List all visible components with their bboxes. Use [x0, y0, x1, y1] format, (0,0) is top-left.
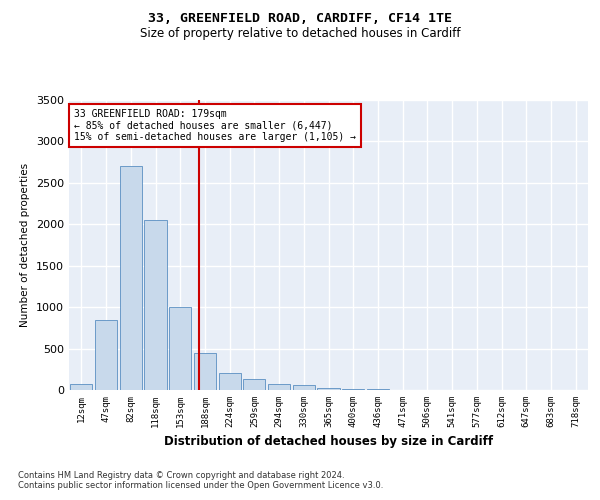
Text: Size of property relative to detached houses in Cardiff: Size of property relative to detached ho…	[140, 28, 460, 40]
Bar	[342, 389, 364, 390]
Bar	[95, 320, 117, 390]
Bar	[317, 388, 340, 390]
Bar	[70, 384, 92, 390]
Text: 33 GREENFIELD ROAD: 179sqm
← 85% of detached houses are smaller (6,447)
15% of s: 33 GREENFIELD ROAD: 179sqm ← 85% of deta…	[74, 108, 356, 142]
Bar	[268, 384, 290, 390]
Bar	[218, 374, 241, 390]
Bar	[194, 352, 216, 390]
Bar	[243, 379, 265, 390]
X-axis label: Distribution of detached houses by size in Cardiff: Distribution of detached houses by size …	[164, 436, 493, 448]
Bar	[145, 220, 167, 390]
Bar	[169, 307, 191, 390]
Bar	[119, 166, 142, 390]
Text: Contains HM Land Registry data © Crown copyright and database right 2024.
Contai: Contains HM Land Registry data © Crown c…	[18, 470, 383, 490]
Text: 33, GREENFIELD ROAD, CARDIFF, CF14 1TE: 33, GREENFIELD ROAD, CARDIFF, CF14 1TE	[148, 12, 452, 26]
Bar	[293, 385, 315, 390]
Y-axis label: Number of detached properties: Number of detached properties	[20, 163, 31, 327]
